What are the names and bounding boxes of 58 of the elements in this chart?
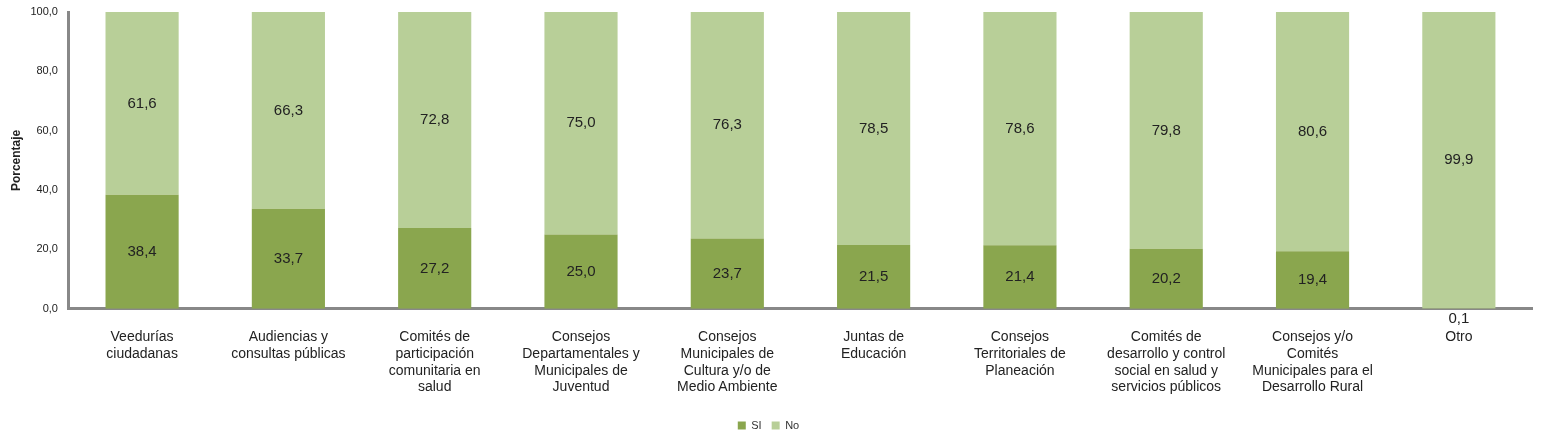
bar [251,208,325,309]
bar [398,228,472,309]
y-axis-title: Porcentaje [8,129,23,192]
y-tick-label: 100,0 [30,5,58,18]
bar [105,194,179,309]
bar [983,12,1057,246]
x-tick-label: Consejos Municipales de Cultura y/o de Medio Ambiente [677,328,778,395]
x-tick-label: Juntas de Educación [840,328,907,361]
x-tick-label: Consejos Territoriales de Planeación [974,328,1067,378]
bar [105,12,179,195]
data-label: 80,6 [1297,121,1328,139]
y-tick-label: 0,0 [42,301,58,314]
data-label: 79,8 [1151,120,1181,138]
y-tick-label: 80,0 [36,64,58,77]
bar [837,12,911,245]
data-label: 20,2 [1151,268,1181,286]
data-label: 21,4 [1005,267,1035,285]
bar [1275,12,1350,252]
x-tick-label: Comités de desarrollo y control social en salud y servicios públicos [1107,328,1226,395]
legend-label: No [785,418,800,431]
data-label: 99,9 [1444,150,1474,168]
bar [251,12,325,209]
bar [690,12,764,239]
data-label: 0,1 [1448,308,1470,326]
data-label: 61,6 [127,93,157,111]
bar [837,244,911,309]
bar [1422,12,1496,309]
bar [1275,251,1350,309]
x-tick-label: Audiencias y consultas públicas [231,328,346,361]
data-label: 78,5 [859,118,889,136]
bar [690,238,764,309]
bar [544,234,618,309]
data-label: 33,7 [273,248,303,266]
data-label: 76,3 [712,115,742,133]
data-label: 72,8 [420,110,450,128]
x-tick-label: Otro [1445,328,1473,345]
y-tick-label: 60,0 [36,123,58,136]
y-tick-label: 20,0 [36,242,58,255]
bar [983,245,1057,309]
data-label: 38,4 [127,241,157,259]
y-tick-label: 40,0 [36,183,58,196]
data-label: 23,7 [712,263,742,281]
data-label: 66,3 [273,100,303,118]
data-label: 27,2 [420,258,450,276]
x-tick-label: Consejos y/o Comités Municipales para el Desarrollo Rural [1252,328,1373,395]
x-tick-label: Veedurías ciudadanas [106,328,178,361]
x-tick-label: Consejos Departamentales y Municipales de Juventud [522,328,640,395]
bar [544,12,618,235]
x-tick-label: Comités de participación comunitaria en salud [388,328,481,395]
data-label: 19,4 [1297,270,1328,288]
data-label: 78,6 [1005,118,1035,136]
bar [398,12,472,229]
data-label: 25,0 [566,261,596,279]
bar [1129,12,1203,249]
data-label: 21,5 [859,267,889,285]
bar [1129,248,1203,309]
legend-label: SI [751,418,762,431]
data-label: 75,0 [566,113,596,131]
